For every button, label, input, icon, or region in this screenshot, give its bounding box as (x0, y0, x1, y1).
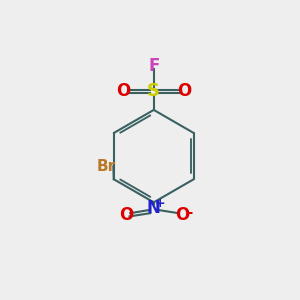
Text: F: F (148, 57, 159, 75)
Text: Br: Br (97, 159, 116, 174)
Text: -: - (186, 205, 193, 220)
Text: O: O (119, 206, 133, 224)
Text: O: O (177, 82, 191, 100)
Text: O: O (176, 206, 190, 224)
Text: S: S (147, 82, 160, 100)
Text: N: N (147, 199, 161, 217)
Text: +: + (155, 197, 165, 210)
Text: O: O (117, 82, 131, 100)
